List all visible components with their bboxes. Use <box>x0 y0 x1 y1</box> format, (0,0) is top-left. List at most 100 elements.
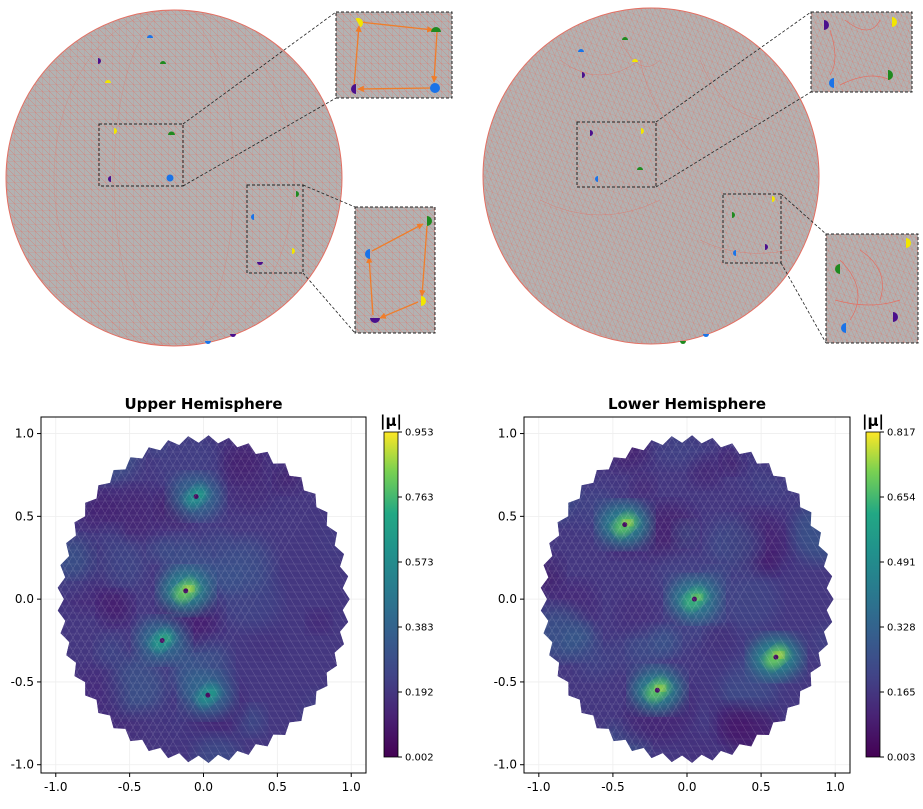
hotspot-center <box>205 692 211 698</box>
marker-blue <box>166 174 174 182</box>
sphere-right-body <box>482 7 820 345</box>
inset-frame <box>825 233 919 344</box>
colorbar-tick-label: 0.654 <box>887 493 916 504</box>
heatmap-patch <box>639 502 696 560</box>
heatmap-patch <box>628 626 669 667</box>
colorbar-tick-label: 0.192 <box>405 688 434 699</box>
marker-green <box>637 167 643 170</box>
hotspot-center <box>183 588 189 594</box>
heatmap-patch <box>699 633 739 673</box>
hotspot-center <box>622 522 628 528</box>
heatmap-patch <box>64 665 124 725</box>
heatmap-patch <box>225 460 275 511</box>
heatmap-patch <box>733 435 760 459</box>
marker-blue <box>595 176 598 182</box>
y-tick-label: -0.5 <box>11 675 34 689</box>
colorbar-tick-label: 0.763 <box>405 493 434 504</box>
heatmap-patch <box>810 623 834 661</box>
heatmap-patch <box>649 435 710 466</box>
marker-green <box>622 37 628 40</box>
heatmap-patch <box>316 522 350 562</box>
marker-blue <box>829 78 834 88</box>
heatmap-patch <box>95 539 146 590</box>
y-tick-label: 0.0 <box>15 592 34 606</box>
heatmap-patch <box>327 593 349 615</box>
arrow <box>371 223 424 252</box>
arrow <box>379 301 419 319</box>
heatmap-patch <box>754 552 778 576</box>
marker-yellow <box>292 248 295 254</box>
marker-purple <box>824 20 829 30</box>
marker-green <box>732 212 735 218</box>
heatmap-patch <box>690 455 722 488</box>
marker-yellow <box>641 128 644 134</box>
colorbar-tick-label: 0.383 <box>405 623 434 634</box>
colorbar-tick-label: 0.002 <box>405 753 434 764</box>
colorbar <box>865 431 881 758</box>
marker-purple <box>893 312 898 322</box>
sphere-mesh-left <box>5 9 343 347</box>
heatmap-patch <box>798 706 834 763</box>
arrow <box>359 21 434 33</box>
marker-blue <box>841 323 846 333</box>
heatmap-patch <box>123 709 170 756</box>
zoom-region-box <box>576 121 657 188</box>
connector-line <box>302 184 356 208</box>
heatmap-patch <box>87 738 127 763</box>
marker-yellow <box>105 80 111 83</box>
marker-green <box>168 131 175 135</box>
heatmap-patch <box>673 520 698 546</box>
mesh-distortion <box>829 19 891 86</box>
marker-blue <box>147 35 153 38</box>
heatmap-disk <box>57 435 350 763</box>
heatmap-patch <box>542 550 565 572</box>
marker-purple <box>590 130 593 136</box>
connector-line <box>655 11 812 123</box>
arrow <box>431 31 438 83</box>
y-tick-label: 0.0 <box>498 592 517 606</box>
x-tick-label: 0.5 <box>752 780 771 794</box>
inset-zoom-top-right <box>810 11 913 93</box>
marker-green <box>888 70 893 80</box>
connector-line <box>655 91 812 188</box>
heatmap-patch <box>57 460 90 512</box>
heatmap-patch <box>605 435 651 471</box>
marker-blue <box>733 250 736 256</box>
heatmap-patch <box>101 524 123 546</box>
y-tick-label: 0.5 <box>498 509 517 523</box>
marker-blue <box>365 249 370 259</box>
hotspot-center <box>691 596 697 602</box>
sphere-left-meridian <box>113 9 235 347</box>
zoom-region-box <box>98 123 184 187</box>
hotspot-center <box>159 638 165 644</box>
inset-frame <box>354 206 436 334</box>
colorbar-tick-label: 0.003 <box>887 753 916 764</box>
x-tick-label: -1.0 <box>44 780 67 794</box>
marker-green <box>680 341 686 344</box>
chart-title: Lower Hemisphere <box>608 395 766 413</box>
marker-yellow <box>906 238 911 248</box>
sphere-left-body <box>5 9 343 347</box>
heatmap-patch <box>221 537 275 591</box>
marker-blue <box>205 341 211 344</box>
connector-line <box>780 193 827 235</box>
zoom-region-box <box>246 184 304 274</box>
heatmap-patch <box>235 705 266 736</box>
arrow <box>357 85 432 93</box>
x-tick-label: 0.0 <box>194 780 213 794</box>
y-tick-label: 0.5 <box>15 509 34 523</box>
chart-title: Upper Hemisphere <box>124 395 282 413</box>
colorbar-tick-label: 0.328 <box>887 623 916 634</box>
heatmap-patch <box>791 500 834 564</box>
zoom-region-box <box>722 193 782 264</box>
heatmap-patch <box>94 435 119 460</box>
inset-zoom-bottom-right <box>825 233 919 344</box>
x-tick-label: -1.0 <box>527 780 550 794</box>
marker-yellow <box>632 59 638 62</box>
panel-upper-hemisphere: Upper Hemisphere -1.0 -0.5 0.0 0.5 1.0 1.0 0.5 0… <box>11 395 434 794</box>
marker-purple <box>108 176 111 182</box>
hotspot-center <box>654 687 660 693</box>
colorbar <box>383 431 399 758</box>
mesh-distortion <box>834 249 901 321</box>
